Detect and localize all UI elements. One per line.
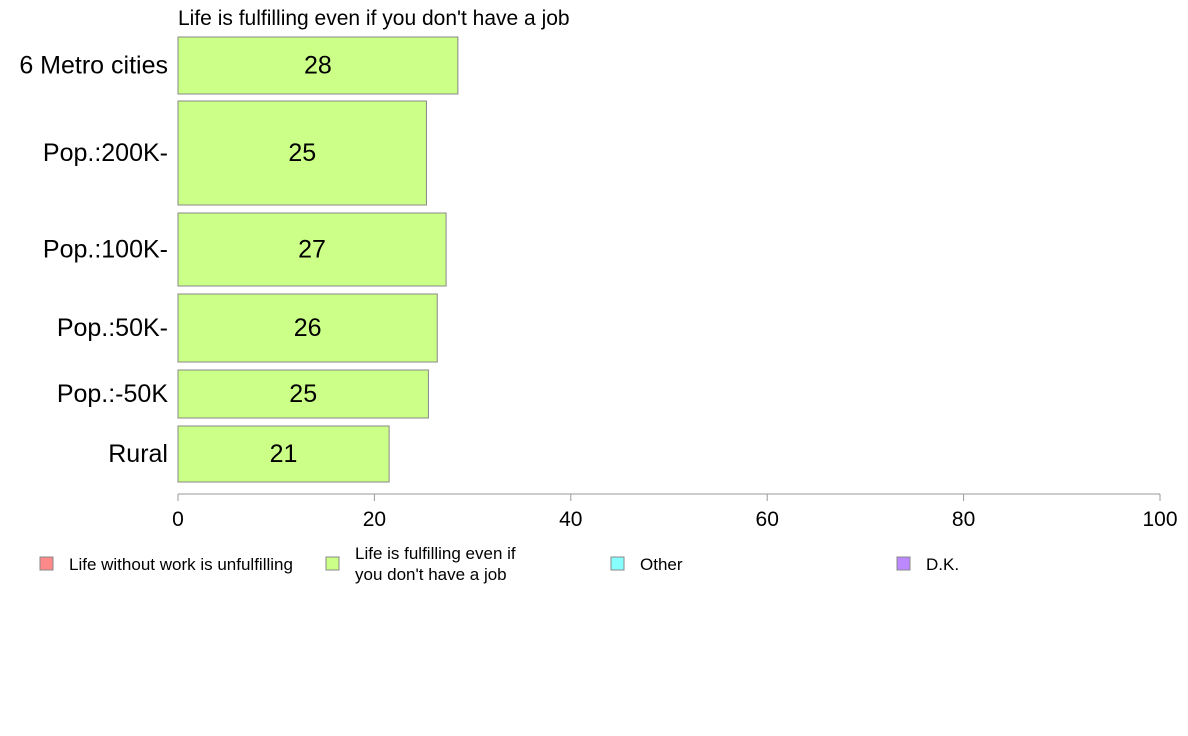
legend-swatch-3 — [896, 556, 911, 571]
category-label-1: Pop.:200K- — [43, 139, 168, 167]
x-tick-label-3: 60 — [756, 508, 779, 531]
data-label-4: 25 — [289, 380, 317, 408]
category-label-2: Pop.:100K- — [43, 236, 168, 264]
data-label-3: 26 — [294, 314, 322, 342]
bar-4 — [177, 369, 429, 419]
data-label-1: 25 — [288, 139, 316, 167]
bar-0 — [177, 36, 459, 95]
x-tick-label-1: 20 — [363, 508, 386, 531]
data-label-0: 28 — [304, 52, 332, 80]
legend-label-3-0: D.K. — [926, 555, 959, 574]
x-axis: 0 20 40 60 80 100 — [172, 493, 1178, 531]
category-label-3: Pop.:50K- — [57, 314, 168, 342]
bar-1 — [177, 100, 427, 206]
legend-swatch-2 — [610, 556, 625, 571]
x-tick-label-5: 100 — [1142, 508, 1177, 531]
x-tick-label-2: 40 — [559, 508, 582, 531]
bar-2 — [177, 212, 447, 287]
bar-5 — [177, 425, 390, 483]
bars-group: 6 Metro cities 28 Pop.:200K- 25 Pop.:100K- 27… — [19, 36, 459, 483]
bar-3 — [177, 293, 438, 363]
legend-swatch-0 — [39, 556, 54, 571]
legend-label-2-0: Other — [640, 555, 683, 574]
legend: Life without work is unfulfilling Life is… — [39, 544, 959, 584]
legend-label-1-1: you don't have a job — [355, 565, 507, 584]
x-tick-label-0: 0 — [172, 508, 184, 531]
chart-title: Life is fulfilling even if you don't hav… — [178, 7, 570, 30]
category-label-5: Rural — [108, 440, 168, 468]
data-label-2: 27 — [298, 236, 326, 264]
x-tick-label-4: 80 — [952, 508, 975, 531]
data-label-5: 21 — [270, 440, 298, 468]
category-label-0: 6 Metro cities — [19, 52, 168, 80]
legend-label-0-0: Life without work is unfulfilling — [69, 555, 293, 574]
legend-swatch-1 — [325, 556, 340, 571]
category-label-4: Pop.:-50K — [57, 380, 169, 408]
legend-label-1-0: Life is fulfilling even if — [355, 544, 516, 563]
